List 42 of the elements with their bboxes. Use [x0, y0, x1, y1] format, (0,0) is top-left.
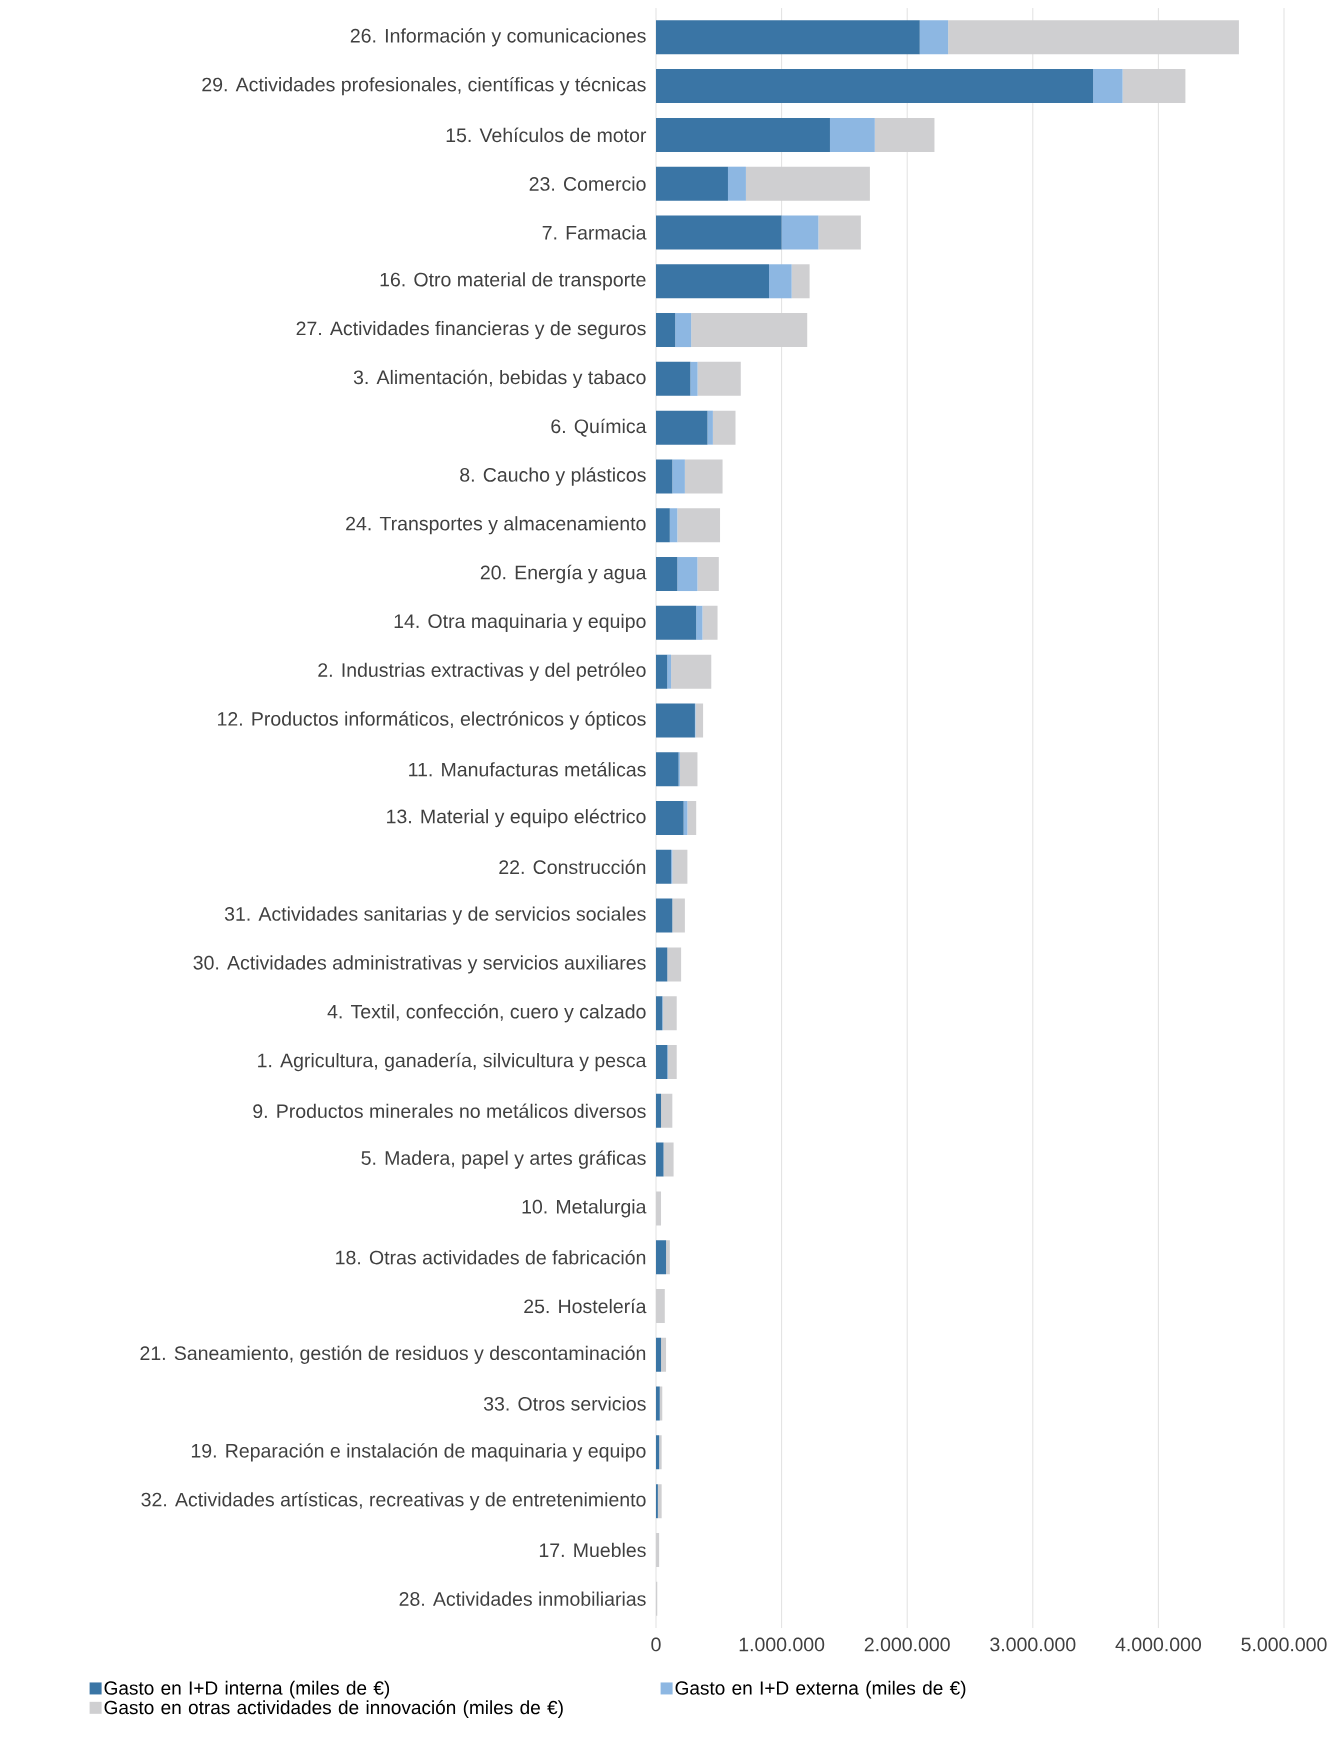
y-tick-label: 32. Actividades artísticas, recreativas y de entretenimiento [141, 1491, 646, 1511]
y-tick-label: 8. Caucho y plásticos [460, 467, 646, 486]
y-tick-label: 20. Energía y agua [480, 564, 647, 584]
y-tick-label: 4. Textil, confección, cuero y calzado [327, 1004, 646, 1023]
legend-label: Gasto en I+D externa (miles de €) [675, 1680, 966, 1699]
x-tick-label: 1.000.000 [739, 1637, 825, 1652]
y-tick-label: 11. Manufacturas metálicas [409, 761, 646, 777]
y-tick-label: 6. Química [551, 418, 647, 437]
y-tick-label: 28. Actividades inmobiliarias [399, 1591, 646, 1606]
y-tick-label: 25. Hostelería [524, 1298, 647, 1314]
y-tick-label: 30. Actividades administrativas y servicios auxiliares [193, 955, 646, 974]
y-tick-label: 26. Información y comunicaciones [350, 28, 646, 47]
y-tick-label: 31. Actividades sanitarias y de servicios sociales [224, 906, 646, 925]
y-tick-label: 33. Otros servicios [483, 1396, 646, 1411]
y-tick-label: 17. Muebles [539, 1542, 646, 1558]
y-tick-label: 29. Actividades profesionales, científicas y técnicas [202, 76, 646, 96]
y-tick-label: 5. Madera, papel y artes gráficas [361, 1150, 646, 1169]
y-tick-label: 3. Alimentación, bebidas y tabaco [353, 369, 646, 389]
y-tick-label: 9. Productos minerales no metálicos diversos [253, 1103, 646, 1119]
y-tick-label: 10. Metalurgia [522, 1199, 647, 1218]
y-tick-label: 12. Productos informáticos, electrónicos y ópticos [218, 711, 646, 730]
y-tick-label: 18. Otras actividades de fabricación [336, 1249, 646, 1265]
y-tick-label: 19. Reparación e instalación de maquinaria y equipo [191, 1443, 646, 1462]
legend-label: Gasto en I+D interna (miles de €) [104, 1680, 390, 1699]
y-tick-label: 14. Otra maquinaria y equipo [394, 613, 646, 632]
y-tick-label: 16. Otro material de transporte [380, 272, 646, 291]
y-tick-label: 21. Saneamiento, gestión de residuos y descontaminación [140, 1345, 646, 1364]
y-tick-label: 2. Industrias extractivas y del petróleo [318, 662, 646, 681]
x-tick-label: 0 [651, 1637, 661, 1652]
y-tick-label: 15. Vehículos de motor [446, 127, 647, 143]
legend-label: Gasto en otras actividades de innovación (miles de €) [104, 1700, 563, 1719]
y-tick-label: 24. Transportes y almacenamiento [346, 516, 646, 535]
y-tick-label: 7. Farmacia [542, 225, 647, 240]
y-tick-label: 13. Material y equipo eléctrico [387, 808, 646, 828]
y-tick-label: 27. Actividades financieras y de seguros [296, 320, 646, 340]
y-tick-label: 22. Construcción [499, 859, 646, 875]
y-tick-label: 1. Agricultura, ganadería, silvicultura y pesca [258, 1052, 647, 1072]
x-tick-label: 5.000.000 [1241, 1637, 1327, 1652]
y-tick-label: 23. Comercio [529, 176, 646, 191]
x-tick-label: 2.000.000 [864, 1637, 950, 1652]
x-tick-label: 3.000.000 [990, 1637, 1076, 1652]
x-tick-label: 4.000.000 [1115, 1637, 1202, 1652]
